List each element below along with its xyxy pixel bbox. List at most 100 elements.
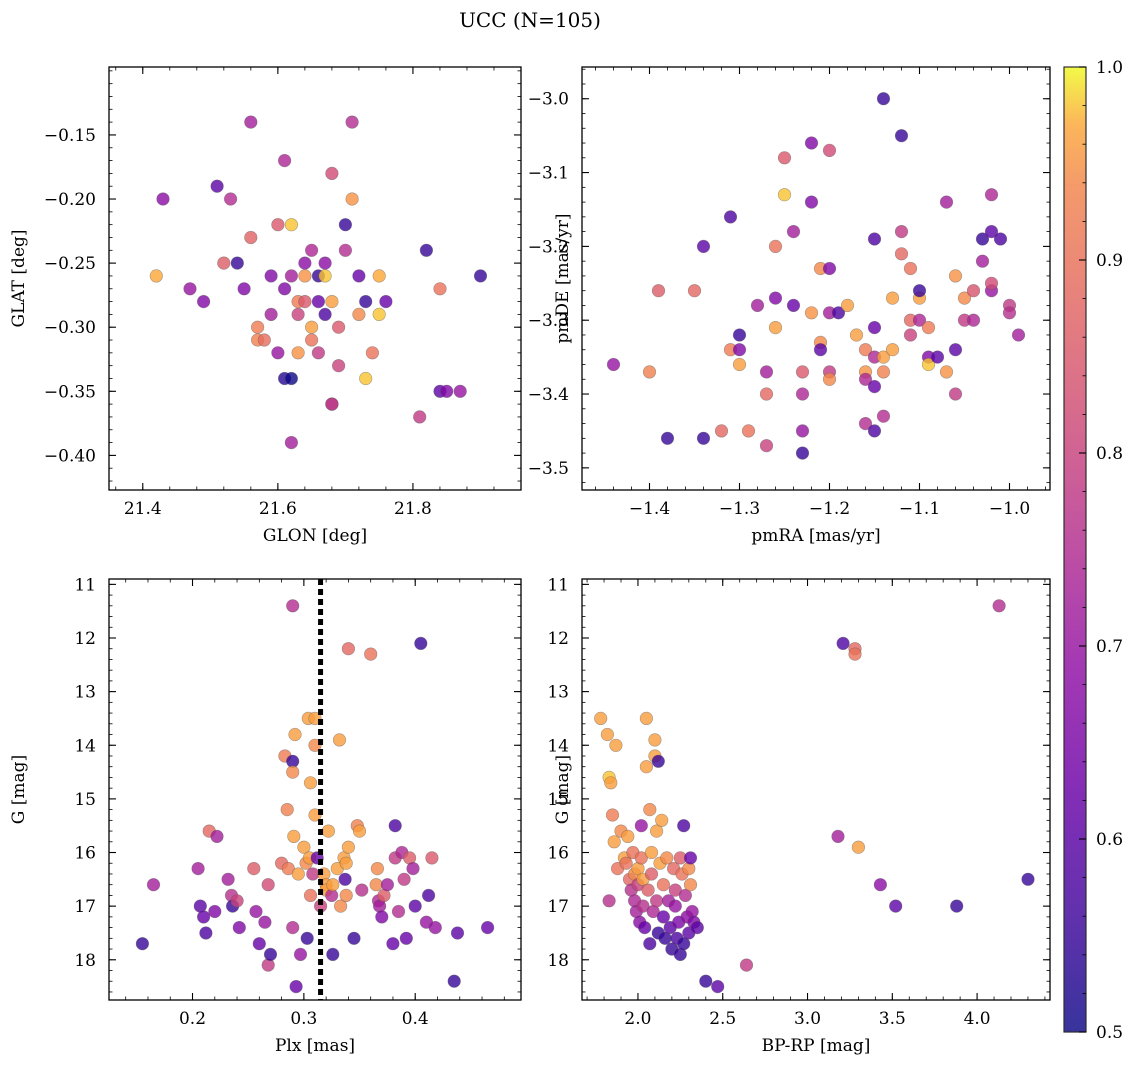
data-point [912,284,927,298]
data-point [992,599,1006,613]
y-tick-label: −0.25 [44,254,96,274]
data-point [732,328,747,342]
data-point [287,829,301,844]
data-point [341,642,356,656]
data-point [867,380,882,394]
y-tick-label: 16 [74,844,96,864]
data-point [325,166,339,180]
data-point [638,920,652,935]
data-point [352,824,367,838]
data-point [370,861,385,876]
data-point [649,824,664,838]
data-point [948,387,963,401]
data-point [332,320,346,334]
data-point [339,888,353,903]
data-point [264,269,278,283]
data-point [889,899,903,913]
data-point [648,733,662,747]
data-point [668,899,682,913]
data-point [649,894,664,908]
data-point [149,269,163,283]
data-point [690,920,704,935]
data-point [768,239,783,253]
x-tick-label: 2.5 [709,1009,736,1029]
axes-frame [108,66,522,491]
data-point [912,313,927,327]
y-tick-label: 11 [74,575,96,595]
data-point [347,931,361,945]
x-tick-label: −1.3 [719,499,760,519]
data-point [1011,328,1026,342]
data-point [644,867,659,881]
data-point [183,282,197,296]
data-point [894,225,909,239]
data-point [634,819,648,833]
data-point [642,365,657,379]
data-point [372,307,386,322]
panel-glon-glat: 21.4 21.6 21.8 −0.15 −0.20 −0.25 −0.30 −0.35 −0.… [9,66,522,546]
data-point [433,282,447,296]
data-point [232,920,246,935]
data-point [600,727,615,742]
data-point [660,431,675,445]
data-point [305,333,319,347]
data-point [305,243,319,257]
data-point [224,192,238,206]
x-axis-label: Plx [mas] [275,1036,355,1056]
data-point [291,346,305,360]
data-point [723,210,738,224]
data-point [795,365,810,379]
data-point [305,320,319,334]
data-point [777,151,792,165]
data-point [639,711,654,726]
data-point [325,295,339,309]
y-tick-label: 12 [74,629,96,649]
data-point [278,154,292,168]
y-tick-label: −0.30 [44,318,96,338]
data-point [858,343,873,357]
data-point [249,904,263,919]
data-point [822,261,837,276]
data-point [388,819,402,833]
data-point [321,824,336,838]
data-point [338,243,353,257]
data-point [325,397,339,411]
x-tick-label: 0.3 [290,1009,317,1029]
data-point [732,357,747,372]
data-point [298,269,312,283]
points-glon-glat [149,115,488,450]
x-axis-label: GLON [deg] [263,526,367,546]
data-point [621,829,635,844]
y-tick-label: 13 [547,683,569,703]
panel-cmd: 2.0 2.5 3.0 3.5 4.0 11 12 13 14 15 16 17 18 BP-RP [ma… [547,575,1051,1056]
data-point [876,409,891,423]
data-point [369,878,383,892]
data-point [339,856,353,870]
data-point [732,343,747,357]
data-point [453,384,467,398]
y-tick-label: 14 [547,736,569,756]
data-point [311,346,326,360]
data-point [768,321,783,335]
data-point [345,192,359,206]
data-point [867,321,882,335]
data-point [355,883,369,897]
data-point [297,840,311,854]
data-point [873,878,888,892]
data-point [303,776,318,790]
x-tick-label: 3.0 [794,1009,821,1029]
data-point [993,232,1008,246]
data-point [386,937,400,951]
data-point [428,920,442,935]
data-point [651,754,665,768]
data-point [413,410,427,424]
y-tick-label: −0.40 [44,446,96,466]
data-point [656,878,671,892]
data-point [867,232,882,246]
data-point [375,910,389,924]
data-point [481,920,495,935]
data-point [197,295,211,309]
data-point [644,845,659,860]
y-tick-label: 14 [74,736,96,756]
points-cmd [594,599,1035,994]
